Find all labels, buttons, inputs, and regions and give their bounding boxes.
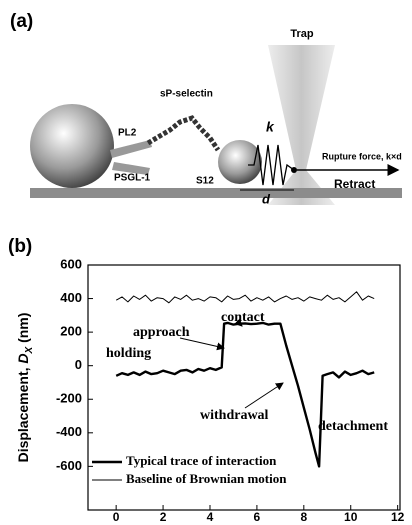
selectin-chain bbox=[146, 115, 221, 152]
trap-center bbox=[291, 167, 297, 173]
panel-label: (b) bbox=[8, 236, 32, 257]
y-axis-label-part: X bbox=[24, 345, 35, 354]
plot-frame bbox=[87, 264, 401, 511]
small-bead bbox=[218, 140, 262, 184]
legend-label: Baseline of Brownian motion bbox=[126, 471, 287, 486]
annotation: approach bbox=[133, 325, 190, 340]
y-tick-label: 400 bbox=[60, 290, 82, 305]
annotation-arrow bbox=[179, 337, 225, 351]
y-axis-label-part: Displacement, bbox=[15, 364, 31, 463]
annotation-arrow bbox=[244, 382, 284, 409]
trap-beam bbox=[268, 45, 335, 205]
annotation: withdrawal bbox=[200, 408, 269, 423]
legend-label: Typical trace of interaction bbox=[126, 453, 277, 468]
pl2-label: PL2 bbox=[118, 128, 137, 139]
y-tick-label: 600 bbox=[60, 256, 82, 271]
y-tick-label: 200 bbox=[60, 324, 82, 339]
panel-label: (a) bbox=[10, 11, 33, 32]
annotation: contact bbox=[221, 310, 265, 325]
y-axis-label-part: (nm) bbox=[15, 313, 31, 347]
panel-b: -600 -400 -200 0 200 400 600 0 2 4 6 8 10 12 Displacem… bbox=[15, 256, 405, 524]
series-line bbox=[115, 321, 375, 468]
x-tick-label: 8 bbox=[300, 510, 307, 524]
y-tick-label: -200 bbox=[56, 391, 82, 406]
psgl-label: PSGL-1 bbox=[114, 173, 151, 184]
x-tick-label: 6 bbox=[254, 510, 261, 524]
selectin-label: sP-selectin bbox=[160, 89, 213, 100]
rupture-label: Rupture force, k×d bbox=[322, 151, 402, 161]
y-tick-label: 0 bbox=[75, 357, 82, 372]
large-bead bbox=[30, 104, 114, 188]
series-line bbox=[115, 291, 375, 304]
d-label: d bbox=[262, 191, 271, 206]
x-tick-label: 2 bbox=[160, 510, 167, 524]
k-label: k bbox=[266, 119, 275, 135]
annotation: holding bbox=[106, 346, 151, 361]
y-tick-label: -600 bbox=[56, 458, 82, 473]
s12-label: S12 bbox=[196, 176, 214, 187]
surface bbox=[30, 188, 402, 198]
annotation-arrow bbox=[234, 318, 243, 327]
x-tick-label: 4 bbox=[207, 510, 214, 524]
x-tick-label: 10 bbox=[344, 510, 358, 524]
y-axis-label-part: D bbox=[15, 353, 31, 363]
trap-label: Trap bbox=[290, 28, 314, 40]
y-axis-label: Displacement, DX (nm) bbox=[15, 313, 35, 463]
x-tick-label: 0 bbox=[113, 510, 120, 524]
antibody bbox=[110, 140, 152, 175]
annotation: detachment bbox=[318, 419, 388, 434]
panel-a: (a) Trap PL2 sP-selectin S12 PSGL-1 k d … bbox=[10, 11, 402, 206]
x-tick-label: 12 bbox=[391, 510, 405, 524]
retract-label: Retract bbox=[334, 177, 375, 191]
y-tick-label: -400 bbox=[56, 424, 82, 439]
spring bbox=[248, 144, 295, 186]
